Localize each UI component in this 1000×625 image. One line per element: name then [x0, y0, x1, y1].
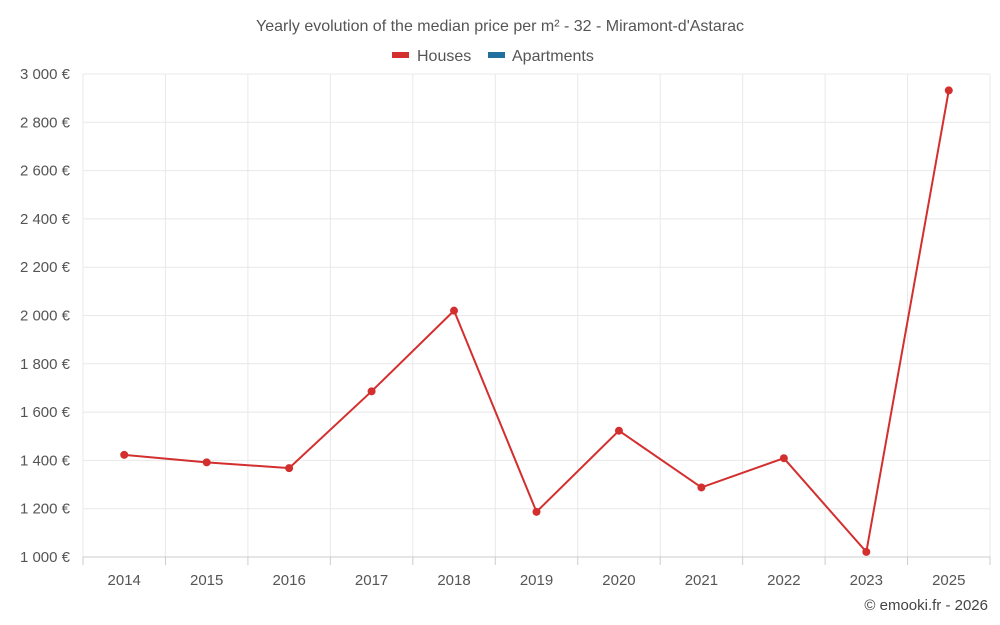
y-tick-label: 2 200 €	[20, 259, 71, 276]
x-axis-ticks: 2014 2015 2016 2017 2018 2019 2020 2021 2022 2023…	[108, 572, 966, 589]
x-tick-label: 2023	[850, 572, 883, 589]
data-point-houses[interactable]	[532, 507, 541, 516]
series	[120, 86, 953, 556]
y-tick-label: 2 600 €	[20, 163, 71, 180]
x-tick-label: 2015	[190, 572, 223, 589]
data-point-houses[interactable]	[120, 450, 129, 459]
legend-label-houses[interactable]: Houses	[417, 48, 471, 65]
data-point-houses[interactable]	[697, 483, 706, 492]
data-point-houses[interactable]	[779, 454, 788, 463]
x-tick-label: 2020	[602, 572, 635, 589]
y-axis-ticks: 3 000 € 2 800 € 2 600 € 2 400 € 2 200 € 2 000…	[20, 66, 71, 566]
y-tick-label: 3 000 €	[20, 66, 71, 83]
y-tick-label: 2 000 €	[20, 308, 71, 325]
y-tick-label: 1 400 €	[20, 452, 71, 469]
x-tick-label: 2021	[685, 572, 718, 589]
y-tick-label: 1 200 €	[20, 501, 71, 518]
data-point-houses[interactable]	[614, 426, 623, 435]
data-point-houses[interactable]	[862, 547, 871, 556]
legend-swatch-houses[interactable]	[392, 52, 409, 58]
y-tick-label: 1 600 €	[20, 404, 71, 421]
x-tick-label: 2016	[272, 572, 305, 589]
grid	[82, 73, 991, 558]
legend-label-apartments[interactable]: Apartments	[512, 48, 594, 65]
x-tick-label: 2025	[932, 572, 965, 589]
legend: Houses Apartments	[392, 48, 594, 65]
data-point-houses[interactable]	[202, 458, 211, 467]
x-tick-label: 2019	[520, 572, 553, 589]
data-point-houses[interactable]	[367, 387, 376, 396]
x-tick-label: 2022	[767, 572, 800, 589]
y-tick-label: 1 000 €	[20, 549, 71, 566]
legend-swatch-apartments[interactable]	[488, 52, 505, 58]
y-tick-label: 2 400 €	[20, 211, 71, 228]
chart-title: Yearly evolution of the median price per…	[256, 18, 744, 35]
x-tick-label: 2018	[437, 572, 470, 589]
y-tick-label: 1 800 €	[20, 356, 71, 373]
data-point-houses[interactable]	[944, 86, 953, 95]
x-tick-label: 2017	[355, 572, 388, 589]
credit-text: © emooki.fr - 2026	[864, 597, 988, 614]
axes	[82, 556, 991, 565]
data-point-houses[interactable]	[285, 464, 294, 473]
x-tick-label: 2014	[108, 572, 141, 589]
data-point-houses[interactable]	[450, 306, 459, 315]
y-tick-label: 2 800 €	[20, 114, 71, 131]
